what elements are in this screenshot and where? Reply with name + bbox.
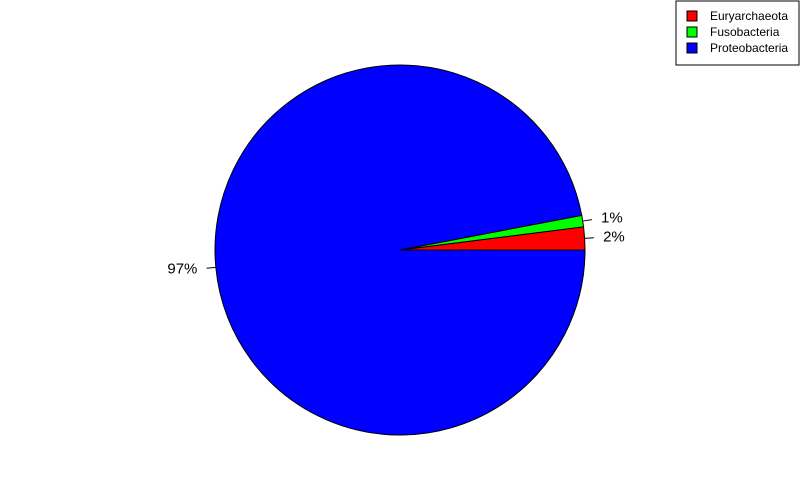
pie-label-euryarchaeota: 2% <box>603 229 625 246</box>
pie-label-tick-euryarchaeota <box>584 237 594 239</box>
legend-swatch-fusobacteria <box>686 26 698 38</box>
legend-swatch-euryarchaeota <box>686 10 698 22</box>
legend-label-fusobacteria: Fusobacteria <box>710 25 780 39</box>
pie-label-tick-proteobacteria <box>206 266 216 269</box>
legend: Euryarchaeota Fusobacteria Proteobacteria <box>675 0 800 66</box>
pie-label-tick-fusobacteria <box>582 219 592 222</box>
legend-label-euryarchaeota: Euryarchaeota <box>710 9 788 23</box>
pie-labels: 2% 1% 97% <box>167 210 624 278</box>
legend-swatch-proteobacteria <box>686 42 698 54</box>
pie-slice-proteobacteria <box>214 64 586 436</box>
pie-label-proteobacteria: 97% <box>167 261 197 278</box>
legend-label-proteobacteria: Proteobacteria <box>710 41 788 55</box>
pie-slices <box>214 64 586 436</box>
pie-label-fusobacteria: 1% <box>601 210 623 227</box>
